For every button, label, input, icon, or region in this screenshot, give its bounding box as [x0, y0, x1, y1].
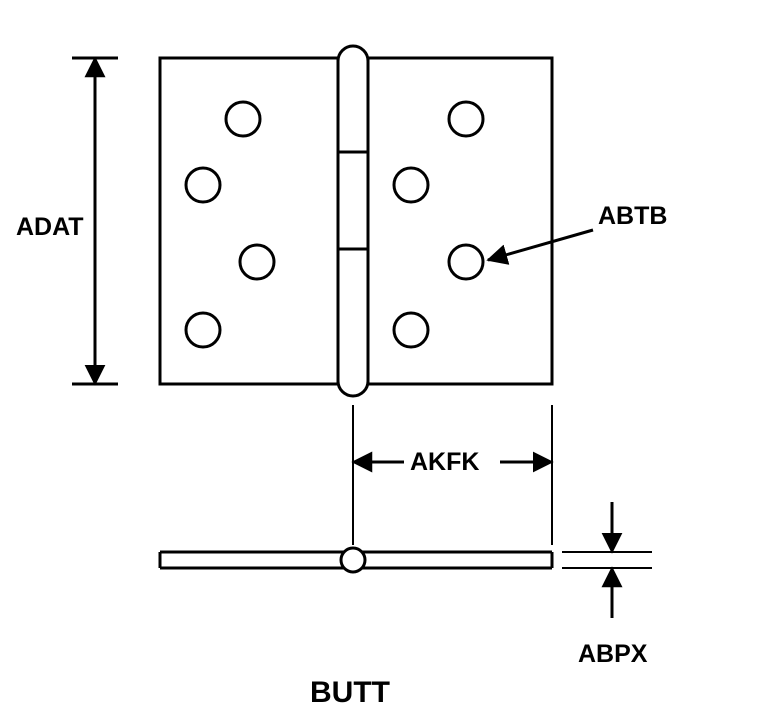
hinge-knuckle [338, 46, 368, 396]
screw-hole [240, 245, 274, 279]
screw-hole [449, 102, 483, 136]
label-adat: ADAT [16, 213, 84, 241]
label-akfk: AKFK [410, 448, 479, 476]
label-abtb: ABTB [598, 202, 667, 230]
screw-hole [186, 313, 220, 347]
label-abpx: ABPX [578, 640, 648, 668]
hinge-diagram: ADAT AKFK ABPX ABTB BUTT [0, 0, 769, 727]
screw-hole [394, 168, 428, 202]
callout-abtb-pointer [488, 230, 593, 260]
screw-hole [449, 245, 483, 279]
screw-hole [186, 168, 220, 202]
screw-hole [394, 313, 428, 347]
diagram-title: BUTT [310, 676, 390, 709]
screw-hole [226, 102, 260, 136]
side-view-pin [341, 548, 365, 572]
